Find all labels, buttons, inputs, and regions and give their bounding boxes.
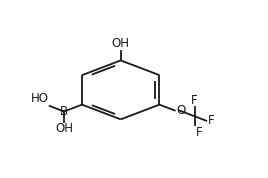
Text: F: F <box>196 126 202 139</box>
Text: F: F <box>191 94 198 107</box>
Text: O: O <box>176 104 185 117</box>
Text: OH: OH <box>112 37 130 50</box>
Text: HO: HO <box>31 92 49 105</box>
Text: OH: OH <box>55 122 73 135</box>
Text: F: F <box>208 114 214 127</box>
Text: B: B <box>60 105 68 118</box>
